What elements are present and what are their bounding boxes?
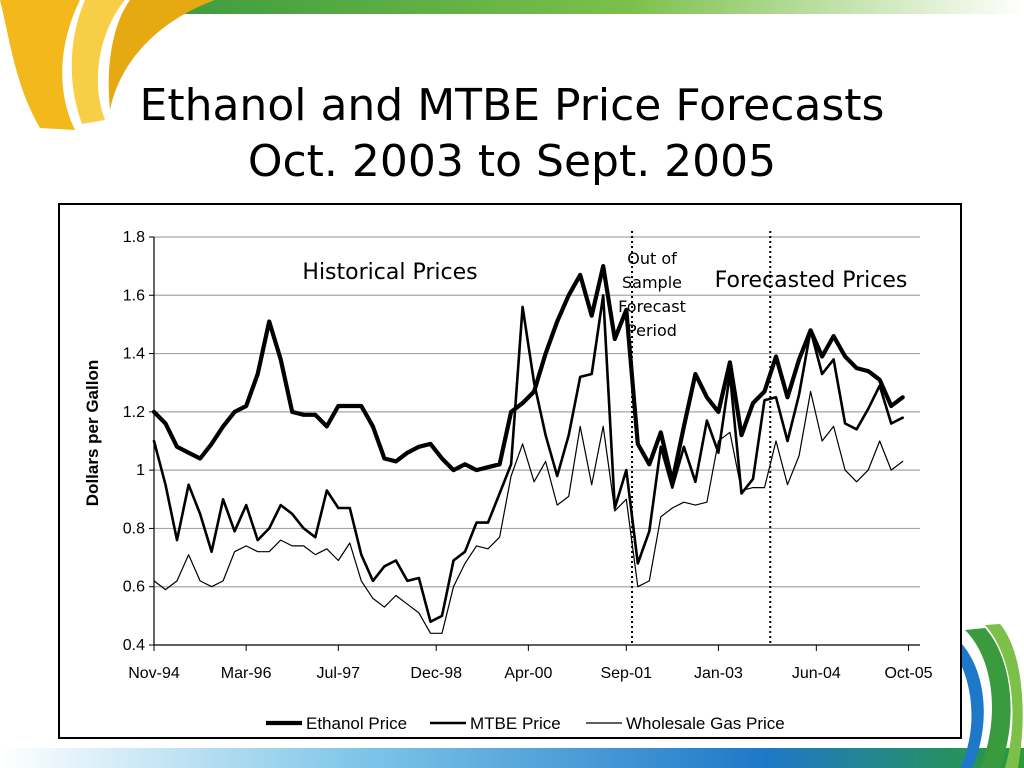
chart-frame: 0.4 0.6 0.8 1 1.2 1.4 1.6 1.8 Nov-94 Mar-96 Jul-97… <box>58 203 962 739</box>
annotation-out-of-sample-line-1: Out of <box>627 249 677 268</box>
legend-label-wholesale-gas: Wholesale Gas Price <box>626 714 785 733</box>
y-tick-label: 1.8 <box>123 229 145 246</box>
series-wholesale-gas-line <box>153 390 904 634</box>
legend-label-ethanol: Ethanol Price <box>306 714 407 733</box>
x-tick-label: Mar-96 <box>221 665 272 682</box>
slide-title-line-1: Ethanol and MTBE Price Forecasts <box>139 80 885 131</box>
legend-label-mtbe: MTBE Price <box>470 714 561 733</box>
legend: Ethanol Price MTBE Price Wholesale Gas P… <box>266 714 785 733</box>
x-tick-label: Oct-05 <box>884 665 932 682</box>
annotation-out-of-sample-line-4: Period <box>627 321 677 340</box>
x-tick-label: Jul-97 <box>317 665 361 682</box>
y-tick-label: 0.8 <box>123 520 145 537</box>
annotation-out-of-sample: Out of Sample Forecast Period <box>618 249 686 340</box>
tick-labels: 0.4 0.6 0.8 1 1.2 1.4 1.6 1.8 Nov-94 Mar-96 Jul-97… <box>123 229 933 682</box>
x-tick-label: Sep-01 <box>600 665 652 682</box>
y-tick-label: 1.6 <box>123 287 145 304</box>
y-tick-label: 0.6 <box>123 579 145 596</box>
x-tick-label: Jan-03 <box>694 665 743 682</box>
series-lines <box>151 263 905 634</box>
line-chart: 0.4 0.6 0.8 1 1.2 1.4 1.6 1.8 Nov-94 Mar-96 Jul-97… <box>83 229 933 733</box>
x-tick-label: Nov-94 <box>128 665 180 682</box>
slide-title-line-2: Oct. 2003 to Sept. 2005 <box>247 136 777 187</box>
swoosh-logo-top-left <box>0 0 215 130</box>
grid-lines <box>154 236 920 588</box>
y-axis-label: Dollars per Gallon <box>83 360 102 506</box>
bottom-accent-bar <box>0 748 1024 768</box>
x-tick-label: Dec-98 <box>410 665 462 682</box>
x-tick-label: Apr-00 <box>504 665 552 682</box>
x-tick-label: Jun-04 <box>792 665 841 682</box>
series-mtbe-line <box>152 294 905 624</box>
y-tick-label: 0.4 <box>123 637 145 654</box>
annotation-out-of-sample-line-2: Sample <box>622 273 682 292</box>
annotation-forecasted-prices: Forecasted Prices <box>715 268 908 293</box>
y-tick-label: 1.2 <box>123 404 145 421</box>
axes <box>149 236 920 651</box>
top-accent-bar <box>150 0 1024 14</box>
period-dividers <box>631 231 772 645</box>
annotation-out-of-sample-line-3: Forecast <box>618 297 686 316</box>
annotation-historical-prices: Historical Prices <box>302 260 477 285</box>
y-tick-label: 1.4 <box>123 346 145 363</box>
slide-title: Ethanol and MTBE Price Forecasts Oct. 20… <box>0 78 1024 190</box>
swoosh-logo-bottom-right <box>950 624 1023 768</box>
y-tick-label: 1 <box>136 462 145 479</box>
series-ethanol-line <box>151 263 905 484</box>
